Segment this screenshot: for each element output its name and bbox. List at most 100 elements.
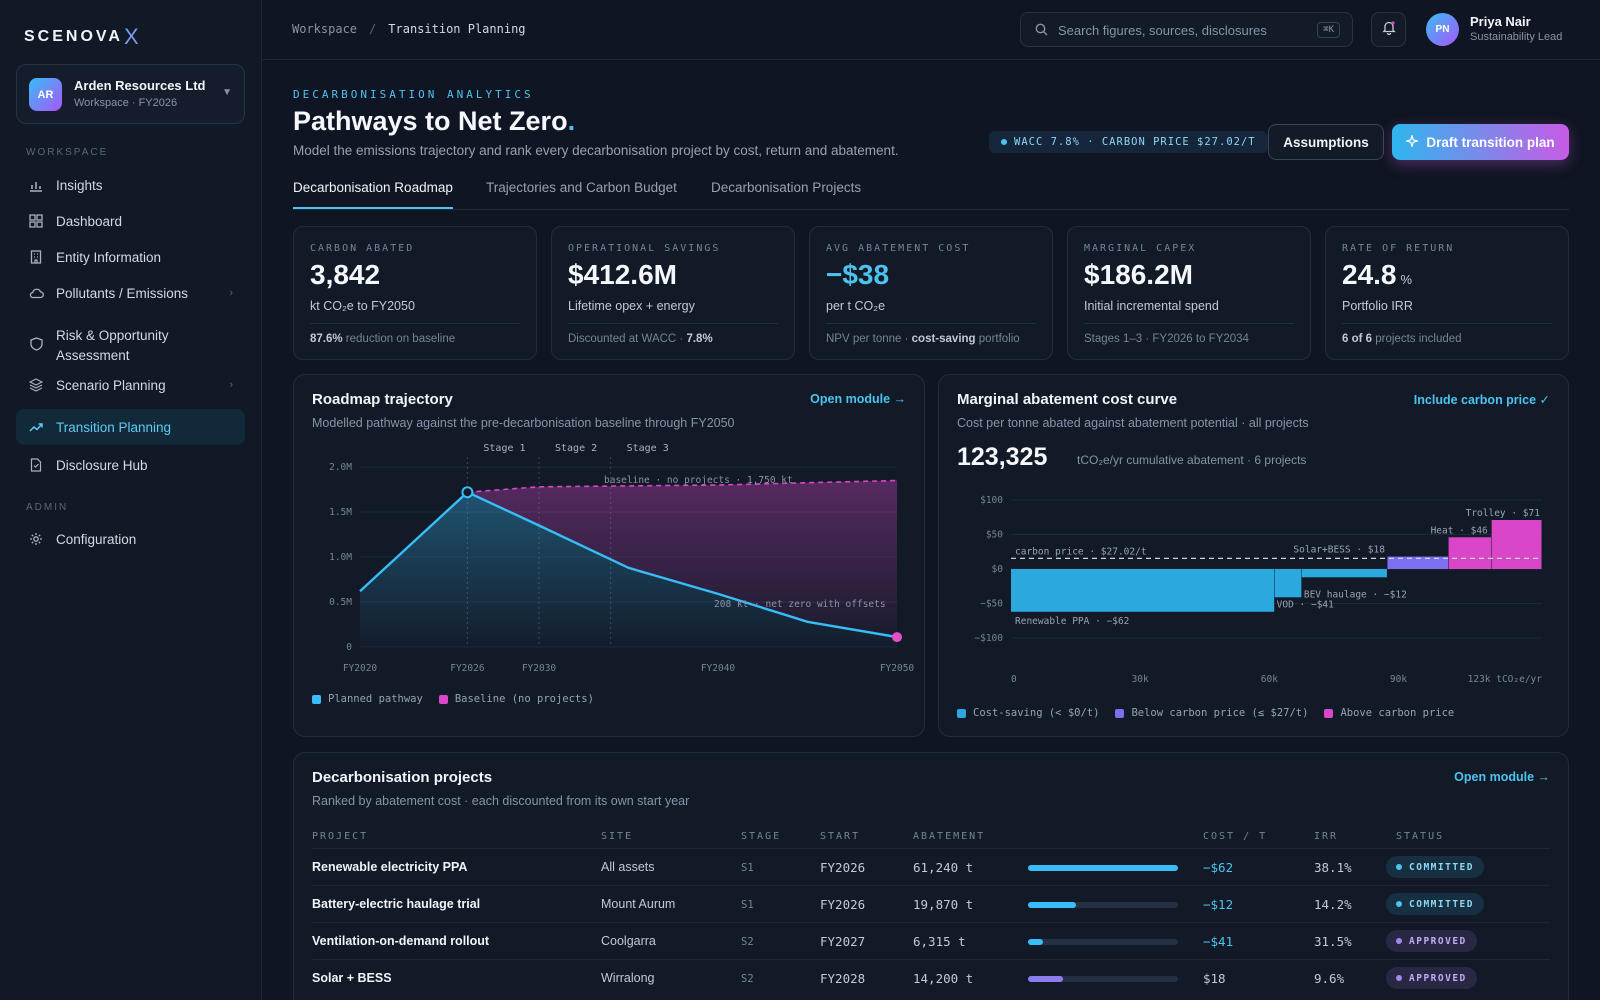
mac-description: Cost per tonne abated against abatement … [957, 416, 1309, 430]
abatement-bar [1028, 902, 1178, 908]
column-header-start[interactable]: START [820, 831, 861, 842]
y-tick-label: 1.0M [329, 552, 352, 563]
mac-bar [1448, 537, 1492, 569]
tab-decarbonisation-roadmap[interactable]: Decarbonisation Roadmap [293, 180, 453, 209]
x-tick-label: 90k [1390, 674, 1407, 685]
sidebar-item-label-line2: Assessment [56, 348, 130, 363]
mac-bar-label: Solar+BESS · $18 [1293, 545, 1385, 556]
legend-item: Baseline (no projects) [438, 693, 594, 705]
assumption-badge: WACC 7.8% · CARBON PRICE $27.02/T [989, 131, 1268, 153]
sidebar: SCENOVA X AR Arden Resources Ltd Workspac… [0, 0, 262, 1000]
x-tick-label: 30k [1132, 674, 1149, 685]
kpi-label: RATE OF RETURN [1342, 243, 1455, 254]
sidebar-item-scenario-planning[interactable]: Scenario Planning › [16, 372, 245, 398]
table-row[interactable]: Renewable electricity PPA All assets S1 FY2… [312, 848, 1550, 884]
breadcrumb-root[interactable]: Workspace [292, 22, 358, 36]
cell-site: Mount Aurum [601, 897, 676, 911]
trend-icon [28, 419, 44, 435]
org-switcher[interactable]: AR Arden Resources Ltd Workspace · FY202… [16, 64, 245, 124]
mac-chart: $100 $50 $0 −$50 −$100 0 30k 60k 90k 123k tCO₂e/y… [974, 495, 1542, 685]
kpi-footnote: 6 of 6 projects included [1342, 333, 1462, 345]
sidebar-item-pollutants-emissions[interactable]: Pollutants / Emissions › [16, 280, 245, 306]
brand-name: SCENOVA [24, 28, 123, 45]
y-tick-label: 0.5M [329, 597, 352, 608]
sidebar-item-insights[interactable]: Insights [16, 172, 245, 198]
column-header-stage[interactable]: STAGE [741, 831, 782, 842]
chevron-right-icon: › [229, 287, 233, 299]
table-row[interactable]: Ventilation-on-demand rollout Coolgarra S2… [312, 922, 1550, 958]
kpi-sub: Lifetime opex + energy [568, 299, 695, 313]
sidebar-item-label: Scenario Planning [56, 377, 166, 393]
sidebar-item-label: Pollutants / Emissions [56, 285, 189, 301]
org-name: Arden Resources Ltd [74, 78, 206, 93]
sidebar-item-label: Insights [56, 177, 103, 193]
table-row[interactable]: Battery-electric haulage trial Mount Auru… [312, 885, 1550, 921]
sidebar-item-dashboard[interactable]: Dashboard [16, 208, 245, 234]
kpi-value: 3,842 [310, 259, 381, 290]
legend-item: Planned pathway [312, 693, 423, 705]
document-icon [28, 457, 44, 473]
abatement-bar-fill [1028, 939, 1043, 945]
endpoint-marker [892, 632, 902, 643]
mac-legend: Cost-saving (< $0/t) Below carbon price … [957, 707, 1470, 719]
sidebar-item-risk-opportunity[interactable]: Risk & Opportunity Assessment [16, 318, 245, 364]
assumption-badge-text: WACC 7.8% · CARBON PRICE $27.02/T [1014, 136, 1256, 148]
status-badge: COMMITTED [1386, 893, 1484, 915]
mac-bar-label: Trolley · $71 [1466, 508, 1541, 519]
notifications-button[interactable] [1371, 12, 1406, 47]
cell-cost: −$12 [1203, 897, 1234, 912]
brand-logo[interactable]: SCENOVA X [24, 24, 142, 50]
status-badge: COMMITTED [1386, 856, 1484, 878]
cell-stage: S1 [741, 862, 754, 874]
sidebar-item-entity-information[interactable]: Entity Information [16, 244, 245, 270]
y-tick-label: $0 [992, 564, 1004, 575]
kpi-label: CARBON ABATED [310, 243, 415, 254]
layers-icon [28, 377, 44, 393]
column-header-status[interactable]: STATUS [1396, 831, 1445, 842]
column-header-project[interactable]: PROJECT [312, 831, 369, 842]
column-header-site[interactable]: SITE [601, 831, 634, 842]
nav-section-workspace: WORKSPACE [26, 147, 109, 158]
search-input[interactable]: Search figures, sources, disclosures ⌘K [1020, 12, 1353, 47]
page-title-text: Pathways to Net Zero [293, 106, 568, 136]
cell-abatement: 61,240 t [913, 860, 974, 875]
user-name: Priya Nair [1470, 14, 1531, 29]
kpi-value: $412.6M [568, 259, 677, 290]
draft-transition-plan-button[interactable]: Draft transition plan [1392, 124, 1569, 160]
sidebar-item-transition-planning[interactable]: Transition Planning [16, 409, 245, 445]
cell-start: FY2027 [820, 934, 866, 949]
bar-chart-icon [28, 177, 44, 193]
cell-stage: S1 [741, 899, 754, 911]
cell-abatement: 14,200 t [913, 971, 974, 986]
breadcrumb-separator: / [369, 22, 377, 36]
stage-label: Stage 1 [483, 443, 525, 454]
y-tick-label: $50 [986, 530, 1003, 541]
kpi-rate-of-return: RATE OF RETURN 24.8% Portfolio IRR 6 of … [1325, 226, 1569, 360]
x-tick-label: FY2050 [880, 663, 915, 674]
column-header-cost[interactable]: COST / T [1203, 831, 1268, 842]
sidebar-item-label: Entity Information [56, 249, 162, 265]
kpi-footnote: NPV per tonne · cost-saving portfolio [826, 333, 1020, 345]
include-carbon-price-toggle[interactable]: Include carbon price ✓ [1413, 393, 1550, 407]
sidebar-item-disclosure-hub[interactable]: Disclosure Hub [16, 452, 245, 478]
column-header-irr[interactable]: IRR [1314, 831, 1339, 842]
legend-item: Below carbon price (≤ $27/t) [1115, 707, 1308, 719]
column-header-abatement[interactable]: ABATEMENT [913, 831, 986, 842]
mac-bar [1491, 520, 1542, 569]
mac-cumulative-sub: tCO₂e/yr cumulative abatement · 6 projec… [1077, 453, 1307, 467]
kpi-sub: kt CO₂e to FY2050 [310, 299, 415, 313]
mac-bar [1301, 569, 1387, 578]
sparkle-icon [1404, 132, 1421, 150]
kpi-footnote: Discounted at WACC · 7.8% [568, 333, 713, 345]
sidebar-item-configuration[interactable]: Configuration [16, 526, 245, 552]
roadmap-open-module-link[interactable]: Open module → [810, 392, 906, 406]
kpi-marginal-capex: MARGINAL CAPEX $186.2M Initial increment… [1067, 226, 1311, 360]
projects-open-module-link[interactable]: Open module → [1454, 770, 1550, 784]
abatement-bar [1028, 865, 1178, 871]
table-row[interactable]: Solar + BESS Wirralong S2 FY2028 14,200 t $18… [312, 959, 1550, 995]
assumptions-button[interactable]: Assumptions [1268, 124, 1384, 160]
user-avatar[interactable]: PN [1426, 13, 1459, 46]
tab-decarbonisation-projects[interactable]: Decarbonisation Projects [711, 180, 862, 195]
cell-cost: −$62 [1203, 860, 1234, 875]
tab-trajectories-carbon-budget[interactable]: Trajectories and Carbon Budget [486, 180, 677, 195]
